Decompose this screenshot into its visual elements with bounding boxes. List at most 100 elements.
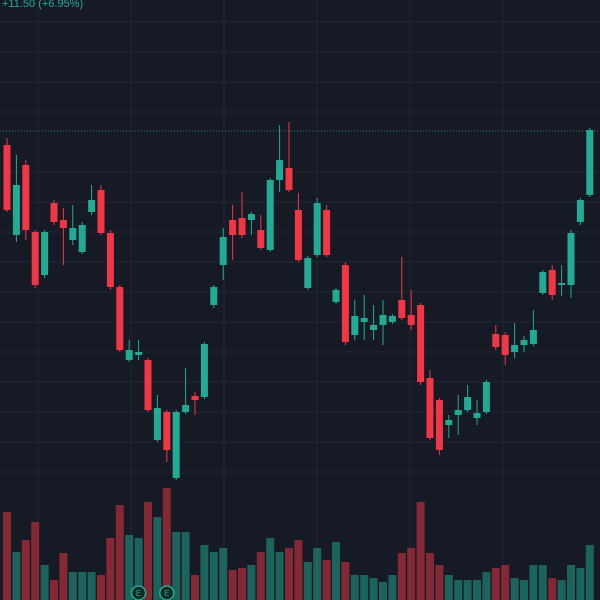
candle-body [501, 335, 509, 355]
candle-body [153, 408, 161, 440]
candle-body [182, 405, 190, 412]
candle-body [238, 218, 246, 235]
candle-body [50, 203, 58, 222]
volume-bar [172, 532, 181, 600]
event-marker [130, 585, 147, 600]
volume-bar [341, 562, 350, 600]
candle-body [558, 283, 566, 285]
volume-bar [350, 575, 359, 600]
candle-body [22, 165, 30, 230]
candle-body [567, 233, 575, 285]
candle-body [78, 225, 86, 252]
volume-bar [482, 572, 491, 600]
volume-bar [473, 580, 481, 600]
volume-bar [50, 580, 58, 600]
volume-bar [538, 565, 547, 600]
volume-bar [115, 505, 124, 600]
volume-bar [567, 565, 575, 600]
candle-body [59, 220, 67, 228]
volume-bar [266, 538, 275, 600]
candle-body [191, 396, 199, 400]
volume-bar [181, 532, 190, 600]
volume-bar [275, 552, 284, 600]
candle-body [3, 145, 11, 210]
candle-body [88, 200, 96, 212]
volume-bar [407, 548, 416, 600]
volume-bar [303, 562, 312, 600]
candle-body [586, 130, 594, 195]
volume-bar [444, 575, 453, 600]
volume-bar [97, 575, 105, 600]
volume-bar [238, 568, 246, 600]
volume-bar [144, 502, 152, 600]
volume-bar [200, 545, 209, 600]
candle-body [219, 237, 227, 265]
volume-bar [209, 552, 218, 600]
volume-bar [313, 548, 322, 600]
volume-bar [501, 565, 510, 600]
candle-body [97, 190, 105, 233]
volume-bar [68, 572, 77, 600]
candle-body [473, 413, 481, 418]
candle-body [370, 325, 378, 330]
candle-body [31, 232, 39, 285]
volume-bar [388, 575, 397, 600]
candle-body [332, 290, 340, 302]
candle-body [576, 200, 584, 222]
candle-body [520, 340, 528, 345]
candle-body [163, 412, 171, 450]
candle-body [125, 350, 133, 360]
volume-bar [510, 578, 519, 600]
volume-bar [529, 565, 538, 600]
candle-body [257, 230, 265, 248]
candle-body [200, 344, 208, 397]
candle-body [464, 397, 472, 410]
price-change: +11.50 (+6.95%) [2, 0, 83, 10]
candle-body [106, 233, 114, 287]
candle-body [172, 412, 180, 478]
volume-bar [21, 540, 30, 600]
candle-body [144, 360, 152, 410]
candle-body [323, 210, 331, 255]
volume-bar [520, 580, 528, 600]
candle-body [116, 287, 124, 350]
volume-bar [426, 553, 434, 600]
event-label: E [164, 589, 169, 598]
volume-bar [191, 575, 199, 600]
volume-bar [106, 538, 115, 600]
candle-body [69, 228, 77, 240]
candle-body [210, 287, 218, 305]
volume-bar [153, 517, 162, 600]
candle-body [229, 220, 237, 235]
candle-body [304, 258, 312, 288]
volume-bar [332, 542, 340, 600]
candle-body [548, 270, 556, 295]
candle-body [398, 300, 406, 318]
volume-bar [12, 552, 21, 600]
candle-body [351, 316, 359, 335]
volume-bar [228, 570, 237, 600]
volume-bar [322, 560, 331, 600]
candle-body [529, 330, 537, 344]
volume-bar [78, 572, 87, 600]
volume-bar [162, 488, 171, 600]
event-marker [159, 585, 175, 600]
candle-body [135, 352, 143, 355]
candle-body [492, 334, 500, 347]
candle-body [417, 305, 425, 382]
volume-bar [491, 568, 500, 600]
candle-body [41, 232, 49, 275]
volume-bar [256, 552, 265, 600]
volume-bar [219, 548, 228, 600]
volume-bar [416, 502, 425, 600]
event-label: E [136, 589, 141, 598]
candle-body [247, 214, 255, 220]
volume-bar [3, 512, 11, 600]
candle-body [313, 203, 321, 255]
candle-body [266, 180, 274, 250]
candle-body [388, 316, 396, 322]
volume-bar [294, 540, 303, 600]
